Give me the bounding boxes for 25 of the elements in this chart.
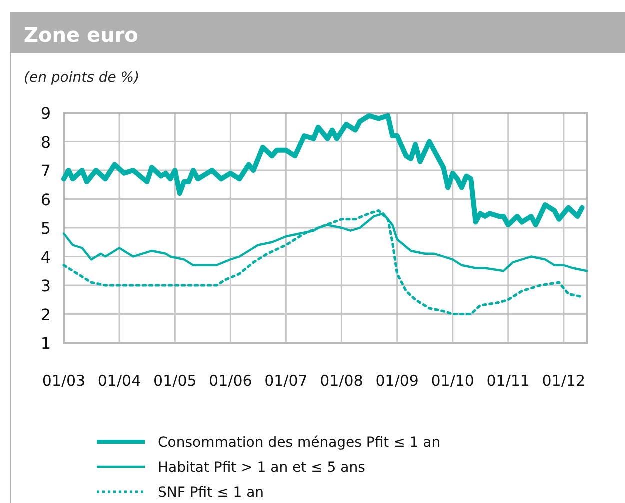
x-tick-label: 01/10 — [431, 372, 474, 390]
y-tick-label: 5 — [40, 219, 52, 238]
y-tick-label: 7 — [40, 162, 52, 180]
y-tick-label: 8 — [40, 132, 52, 152]
x-tick-label: 01/06 — [209, 372, 252, 390]
x-tick-label: 01/11 — [486, 372, 530, 390]
x-tick-label: 01/03 — [42, 372, 86, 390]
y-tick-label: 9 — [40, 104, 52, 123]
x-tick-label: 01/08 — [320, 372, 364, 390]
y-tick-label: 4 — [40, 248, 52, 267]
legend-label: Habitat Pfit > 1 an et ≤ 5 ans — [158, 460, 366, 476]
y-tick-label: 6 — [40, 190, 52, 210]
legend-label: Consommation des ménages Pfit ≤ 1 an — [158, 435, 441, 451]
x-tick-label: 01/04 — [98, 372, 142, 390]
y-tick-label: 1 — [40, 334, 52, 353]
chart-title: Zone euro — [24, 23, 138, 47]
x-tick-label: 01/05 — [154, 372, 197, 390]
legend-label: SNF Pfit ≤ 1 an — [158, 485, 264, 501]
x-tick-label: 01/07 — [264, 372, 308, 390]
line-series — [62, 209, 584, 316]
y-tick-label: 2 — [40, 305, 52, 324]
x-tick-label: 01/12 — [542, 372, 586, 390]
chart-subtitle: (en points de %) — [24, 70, 140, 86]
x-tick-label: 01/09 — [376, 372, 419, 390]
y-tick-label: 3 — [40, 276, 52, 296]
